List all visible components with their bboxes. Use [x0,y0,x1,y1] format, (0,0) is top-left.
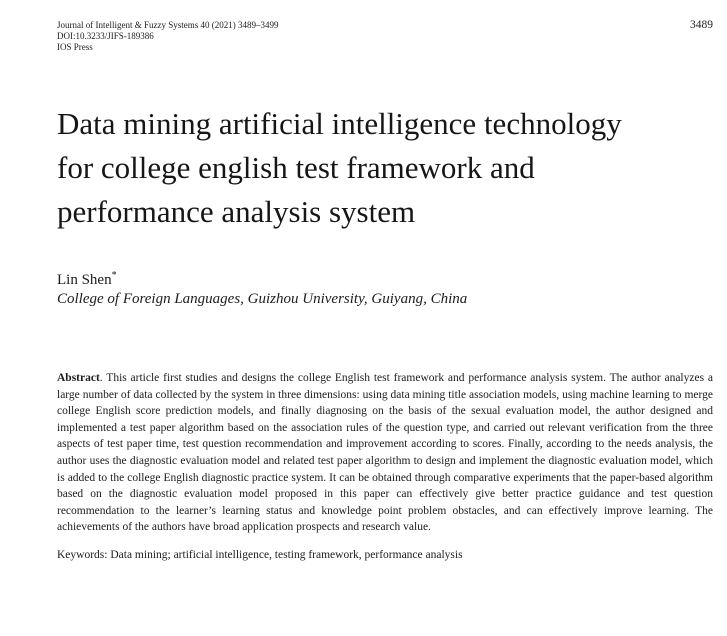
doi-line: DOI:10.3233/JIFS-189386 [57,31,154,41]
keywords-line: Keywords: Data mining; artificial intell… [57,547,713,564]
page-header: Journal of Intelligent & Fuzzy Systems 4… [57,19,713,53]
keywords-label: Keywords: [57,548,108,561]
journal-info: Journal of Intelligent & Fuzzy Systems 4… [57,20,278,53]
author-affiliation: College of Foreign Languages, Guizhou Un… [57,291,468,307]
author-footnote-marker: * [111,270,117,281]
publisher-name: IOS Press [57,42,93,52]
abstract-text: . This article first studies and designs… [57,372,713,534]
author-name: Lin Shen [57,272,112,288]
author-line: Lin Shen* [57,271,713,290]
keywords-text: Data mining; artificial intelligence, te… [110,548,463,561]
abstract-paragraph: Abstract. This article first studies and… [57,370,713,536]
article-title: Data mining artificial intelligence tech… [57,106,622,229]
author-block: Lin Shen* College of Foreign Languages, … [57,271,713,309]
journal-citation: Journal of Intelligent & Fuzzy Systems 4… [57,20,279,30]
page-number: 3489 [690,19,713,31]
abstract-label: Abstract [57,372,100,384]
